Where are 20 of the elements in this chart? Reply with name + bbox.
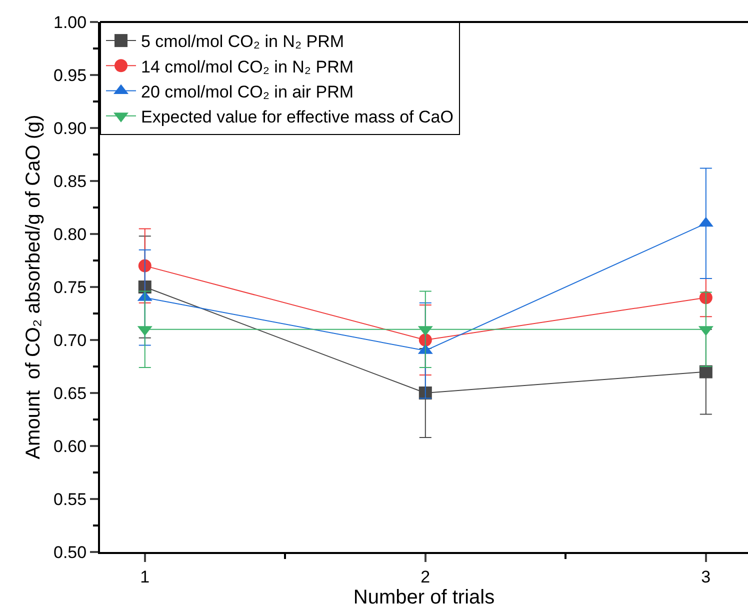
y-tick-label: 0.75: [54, 278, 87, 297]
y-tick-label: 0.70: [54, 330, 87, 350]
y-tick-label: 0.50: [54, 542, 87, 562]
y-tick-label: 1.00: [54, 12, 87, 32]
y-tick-label: 0.85: [54, 172, 87, 191]
x-tick-label: 3: [701, 567, 711, 586]
legend-label: 20 cmol/mol CO₂ in air PRM: [141, 82, 354, 102]
y-tick-label: 0.95: [54, 66, 87, 85]
x-tick-label: 2: [420, 567, 430, 586]
y-tick-label: 0.65: [54, 384, 87, 403]
x-tick-label: 1: [140, 567, 150, 586]
y-tick-label: 0.55: [54, 490, 87, 509]
legend-label: 5 cmol/mol CO₂ in N₂ PRM: [141, 32, 344, 52]
legend-label: Expected value for effective mass of CaO: [141, 107, 454, 126]
y-axis-title: Amount of CO₂ absorbed/g of CaO (g): [22, 114, 45, 460]
y-tick-label: 0.60: [54, 436, 87, 456]
y-tick-label: 0.80: [54, 224, 87, 244]
x-axis-title: Number of trials: [353, 586, 495, 608]
y-tick-label: 0.90: [54, 118, 87, 138]
legend-label: 14 cmol/mol CO₂ in N₂ PRM: [141, 57, 354, 76]
